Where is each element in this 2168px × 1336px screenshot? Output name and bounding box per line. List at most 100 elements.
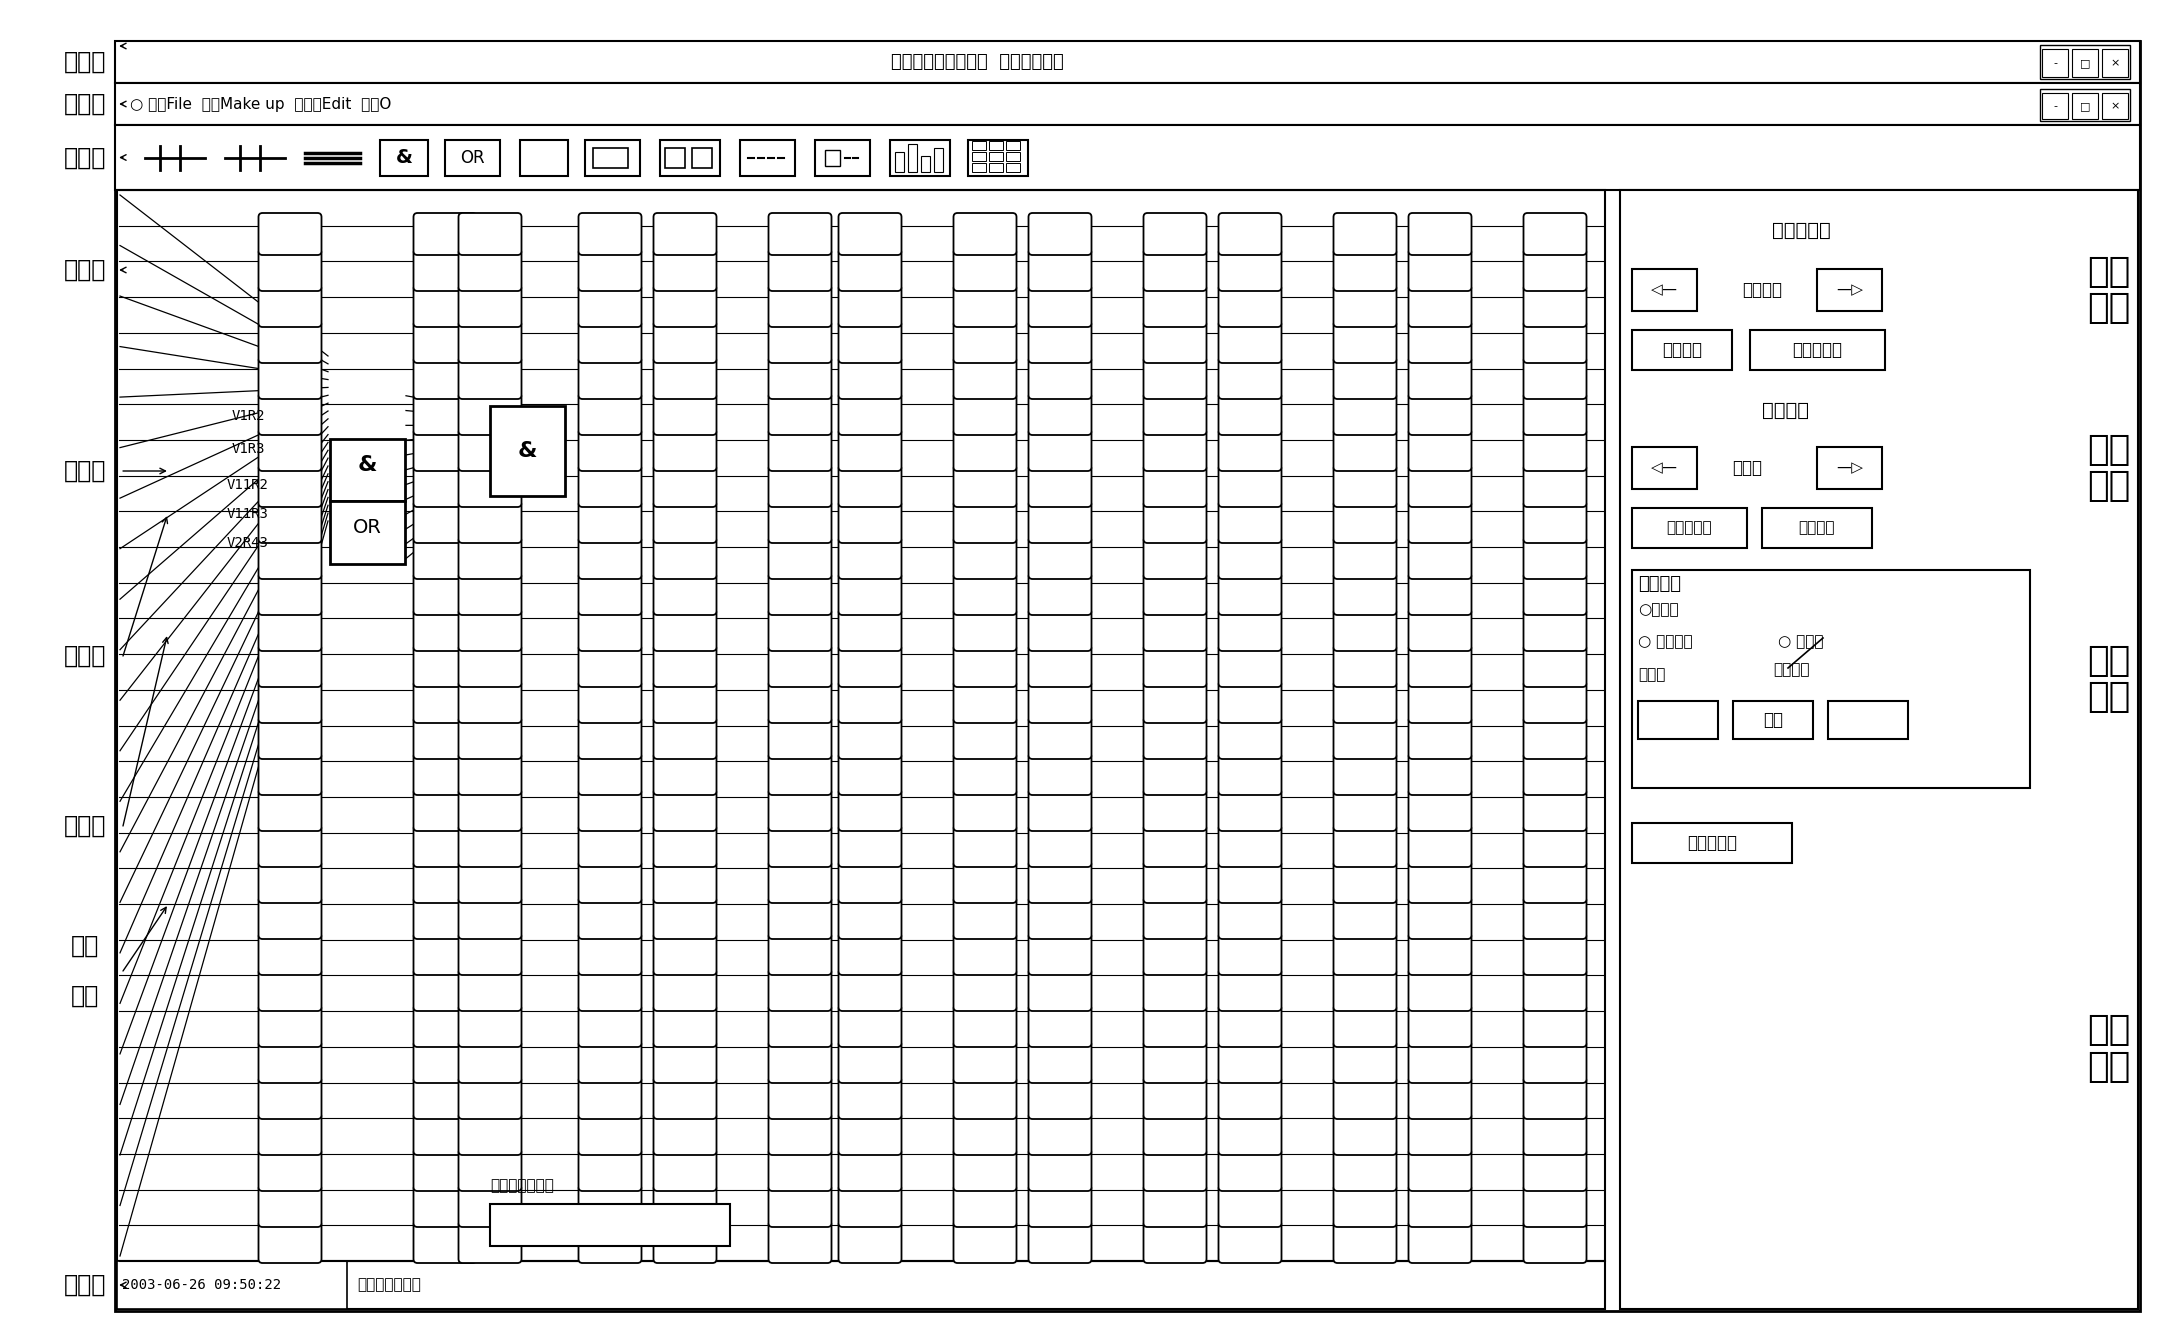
FancyBboxPatch shape	[1028, 1041, 1091, 1083]
FancyBboxPatch shape	[1028, 860, 1091, 903]
FancyBboxPatch shape	[653, 754, 715, 795]
FancyBboxPatch shape	[1028, 321, 1091, 363]
FancyBboxPatch shape	[954, 754, 1017, 795]
FancyBboxPatch shape	[653, 1221, 715, 1263]
FancyBboxPatch shape	[258, 1041, 321, 1083]
FancyBboxPatch shape	[1524, 826, 1587, 867]
FancyBboxPatch shape	[1218, 1113, 1281, 1156]
FancyBboxPatch shape	[457, 717, 522, 759]
FancyBboxPatch shape	[258, 933, 321, 975]
FancyBboxPatch shape	[457, 609, 522, 651]
FancyBboxPatch shape	[954, 826, 1017, 867]
Bar	[1763, 508, 1871, 548]
FancyBboxPatch shape	[1143, 1113, 1208, 1156]
FancyBboxPatch shape	[767, 248, 833, 291]
FancyBboxPatch shape	[1028, 609, 1091, 651]
FancyBboxPatch shape	[1409, 1149, 1472, 1190]
FancyBboxPatch shape	[839, 321, 902, 363]
FancyBboxPatch shape	[1333, 248, 1396, 291]
FancyBboxPatch shape	[1333, 501, 1396, 542]
FancyBboxPatch shape	[954, 573, 1017, 615]
FancyBboxPatch shape	[1028, 465, 1091, 506]
Text: 插入单元: 插入单元	[1663, 341, 1702, 359]
Text: 插入第一页: 插入第一页	[1667, 521, 1713, 536]
Text: 页数
控制: 页数 控制	[2088, 433, 2129, 504]
FancyBboxPatch shape	[839, 465, 902, 506]
FancyBboxPatch shape	[1218, 1185, 1281, 1226]
FancyBboxPatch shape	[767, 645, 833, 687]
FancyBboxPatch shape	[839, 537, 902, 578]
Text: 复制选项: 复制选项	[1639, 574, 1680, 593]
FancyBboxPatch shape	[1028, 969, 1091, 1011]
FancyBboxPatch shape	[1333, 896, 1396, 939]
FancyBboxPatch shape	[954, 1221, 1017, 1263]
FancyBboxPatch shape	[1409, 357, 1472, 399]
Text: &: &	[518, 441, 538, 461]
FancyBboxPatch shape	[839, 645, 902, 687]
FancyBboxPatch shape	[653, 465, 715, 506]
FancyBboxPatch shape	[954, 1149, 1017, 1190]
FancyBboxPatch shape	[1524, 609, 1587, 651]
Bar	[2103, 94, 2129, 119]
FancyBboxPatch shape	[839, 969, 902, 1011]
Bar	[117, 1261, 347, 1309]
Text: OR: OR	[353, 518, 382, 537]
FancyBboxPatch shape	[1409, 969, 1472, 1011]
Text: 状态栏: 状态栏	[63, 1273, 106, 1297]
FancyBboxPatch shape	[1409, 393, 1472, 436]
FancyBboxPatch shape	[457, 1221, 522, 1263]
FancyBboxPatch shape	[1218, 321, 1281, 363]
Text: ○ 文件File  编辑Make up  编辑图Edit  校正O: ○ 文件File 编辑Make up 编辑图Edit 校正O	[130, 96, 392, 111]
FancyBboxPatch shape	[954, 681, 1017, 723]
FancyBboxPatch shape	[1028, 573, 1091, 615]
Text: 菜单栏: 菜单栏	[63, 92, 106, 116]
FancyBboxPatch shape	[414, 645, 477, 687]
Text: &: &	[395, 148, 412, 167]
FancyBboxPatch shape	[653, 429, 715, 472]
FancyBboxPatch shape	[457, 465, 522, 506]
FancyBboxPatch shape	[1333, 826, 1396, 867]
FancyBboxPatch shape	[1333, 285, 1396, 327]
FancyBboxPatch shape	[258, 1077, 321, 1120]
FancyBboxPatch shape	[954, 609, 1017, 651]
FancyBboxPatch shape	[258, 285, 321, 327]
FancyBboxPatch shape	[767, 1077, 833, 1120]
FancyBboxPatch shape	[1143, 1041, 1208, 1083]
FancyBboxPatch shape	[1028, 826, 1091, 867]
FancyBboxPatch shape	[1409, 609, 1472, 651]
Text: 当前页数: 当前页数	[1763, 401, 1810, 420]
FancyBboxPatch shape	[414, 1113, 477, 1156]
FancyBboxPatch shape	[1409, 681, 1472, 723]
FancyBboxPatch shape	[457, 790, 522, 831]
FancyBboxPatch shape	[1143, 1149, 1208, 1190]
Bar	[520, 139, 568, 175]
Text: 第一单元: 第一单元	[1743, 281, 1782, 299]
FancyBboxPatch shape	[414, 681, 477, 723]
FancyBboxPatch shape	[1143, 248, 1208, 291]
Bar	[1006, 151, 1019, 160]
Bar	[666, 147, 685, 167]
Text: V11R3: V11R3	[228, 506, 269, 521]
FancyBboxPatch shape	[579, 609, 642, 651]
FancyBboxPatch shape	[653, 860, 715, 903]
FancyBboxPatch shape	[258, 645, 321, 687]
FancyBboxPatch shape	[1409, 1005, 1472, 1047]
FancyBboxPatch shape	[1524, 860, 1587, 903]
FancyBboxPatch shape	[767, 285, 833, 327]
FancyBboxPatch shape	[653, 969, 715, 1011]
FancyBboxPatch shape	[653, 393, 715, 436]
Text: 复制
选项: 复制 选项	[2088, 644, 2129, 715]
FancyBboxPatch shape	[954, 429, 1017, 472]
FancyBboxPatch shape	[767, 537, 833, 578]
FancyBboxPatch shape	[258, 1113, 321, 1156]
FancyBboxPatch shape	[1143, 681, 1208, 723]
FancyBboxPatch shape	[954, 790, 1017, 831]
FancyBboxPatch shape	[1524, 1077, 1587, 1120]
Bar	[921, 155, 930, 171]
FancyBboxPatch shape	[1524, 1185, 1587, 1226]
FancyBboxPatch shape	[839, 1005, 902, 1047]
FancyBboxPatch shape	[414, 1077, 477, 1120]
FancyBboxPatch shape	[258, 790, 321, 831]
FancyBboxPatch shape	[1028, 717, 1091, 759]
FancyBboxPatch shape	[1143, 754, 1208, 795]
